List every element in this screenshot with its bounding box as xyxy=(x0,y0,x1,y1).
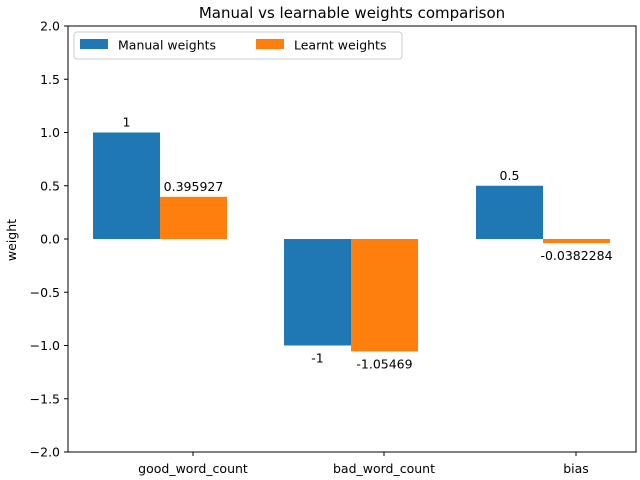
y-tick-label: −1.5 xyxy=(30,391,60,406)
bar-manual-bias xyxy=(476,185,543,239)
bar-manual-good_word_count xyxy=(93,132,160,239)
data-label-manual-bias: 0.5 xyxy=(500,168,520,183)
y-tick-label: 0.5 xyxy=(40,178,60,193)
y-tick-label: −1.0 xyxy=(30,338,60,353)
chart-title: Manual vs learnable weights comparison xyxy=(199,4,505,22)
data-label-learnt-bad_word_count: -1.05469 xyxy=(356,356,412,371)
legend-swatch-manual xyxy=(80,39,108,49)
y-axis-label: weight xyxy=(4,219,19,261)
y-tick-label: 2.0 xyxy=(40,19,60,34)
bar-learnt-bias xyxy=(543,239,610,244)
y-tick-label: −2.0 xyxy=(30,445,60,460)
data-label-manual-bad_word_count: -1 xyxy=(311,351,323,366)
y-tick-label: 1.5 xyxy=(40,72,60,87)
data-label-learnt-bias: -0.0382284 xyxy=(540,248,612,263)
legend-label-manual: Manual weights xyxy=(118,38,216,53)
plot-area: 1 -1 0.5 0.395927 -1.05469 -0.0382284 −2.0 −1.5… xyxy=(30,19,637,476)
bar-manual-bad_word_count xyxy=(284,239,351,346)
x-tick-label: bad_word_count xyxy=(333,461,435,476)
legend: Manual weights Learnt weights xyxy=(73,31,403,60)
legend-swatch-learnt xyxy=(256,39,284,49)
legend-box xyxy=(73,31,403,60)
x-tick-label: bias xyxy=(563,461,589,476)
bar-learnt-good_word_count xyxy=(160,196,227,239)
data-label-learnt-good_word_count: 0.395927 xyxy=(164,179,224,194)
legend-label-learnt: Learnt weights xyxy=(294,38,386,53)
y-tick-label: 0.0 xyxy=(40,232,60,247)
data-label-manual-good_word_count: 1 xyxy=(123,115,131,130)
bar-learnt-bad_word_count xyxy=(351,239,418,352)
y-tick-label: −0.5 xyxy=(30,285,60,300)
x-tick-label: good_word_count xyxy=(138,461,248,476)
y-tick-label: 1.0 xyxy=(40,125,60,140)
